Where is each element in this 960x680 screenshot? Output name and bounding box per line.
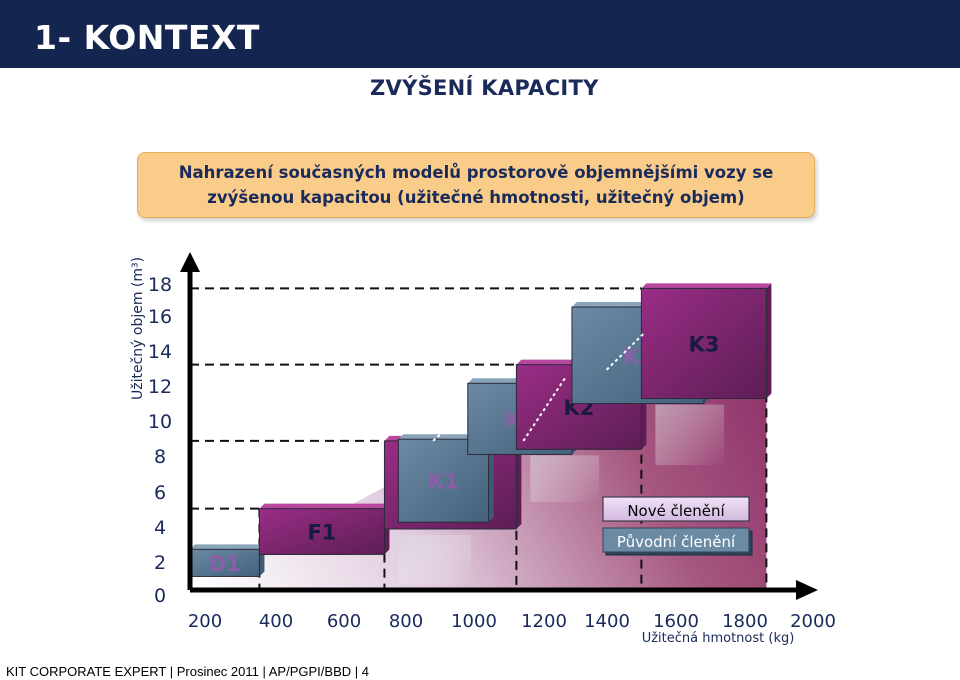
trend-arrow [605, 331, 646, 371]
y-tick-label: 2 [154, 552, 166, 574]
y-tick-label: 10 [148, 411, 172, 433]
y-tick-label: 0 [154, 585, 166, 607]
legend-item-nove: Nové členění [602, 496, 750, 522]
legend-item-puvodni: Původní členění [602, 527, 753, 556]
x-tick-label: 1800 [722, 611, 768, 632]
x-tick-label: 1200 [521, 611, 567, 632]
summary-callout: Nahrazení současných modelů prostorově o… [137, 152, 815, 218]
y-tick-label: 18 [148, 274, 172, 296]
nove-segment-f1: F1 [258, 503, 390, 555]
bar-reflection [398, 535, 472, 584]
x-tick-label: 200 [188, 611, 222, 632]
y-axis-arrow [180, 252, 200, 272]
bar-side-face [488, 434, 494, 523]
legend-label: Nové členění [627, 502, 725, 520]
callout-line-1: Nahrazení současných modelů prostorově o… [178, 163, 774, 182]
y-tick-label: 4 [154, 517, 166, 539]
y-tick-label: 8 [154, 446, 166, 468]
x-axis-arrow [796, 580, 818, 600]
x-tick-label: 400 [259, 611, 293, 632]
legend-swatch-puvodni [602, 527, 750, 553]
puvodni-segment-d1: D1 [189, 544, 265, 577]
bar-label: K3 [688, 332, 719, 356]
trend-arrow [432, 409, 469, 442]
bar-label: K1 [428, 470, 459, 494]
bar-label: D1 [209, 552, 241, 576]
x-tick-label: 1000 [451, 611, 497, 632]
callout-line-2: zvýšenou kapacitou (užitečné hmotnosti, … [207, 188, 745, 207]
capacity-chart: D1F1F1K1K1K2K2K3K3 200400600800100012001… [130, 252, 836, 646]
bar-label: F1 [307, 521, 336, 545]
bar-top-face [190, 544, 265, 550]
y-tick-label: 12 [148, 376, 172, 398]
bar-reflection [655, 404, 725, 466]
bar-front-face [640, 287, 767, 400]
nove-segment-k3: K3 [640, 283, 772, 400]
y-tick-label: 14 [148, 341, 172, 363]
y-tick-label: 16 [148, 306, 172, 328]
x-tick-label: 2000 [790, 611, 836, 632]
header-bar: 1- KONTEXT [0, 0, 960, 68]
bar-side-face [766, 283, 772, 399]
trend-arrow [522, 377, 566, 442]
x-axis-title: Užitečná hmotnost (kg) [642, 631, 795, 646]
y-tick-label: 6 [154, 482, 166, 504]
x-tick-label: 1600 [653, 611, 699, 632]
legend-swatch-nove [602, 496, 750, 522]
bar-top-face [259, 503, 390, 509]
footer-text: KIT CORPORATE EXPERT | Prosinec 2011 | A… [6, 664, 369, 679]
bar-front-face [258, 508, 385, 555]
bar-reflection [530, 455, 600, 502]
section-subtitle: ZVÝŠENÍ KAPACITY [370, 76, 599, 100]
x-tick-label: 600 [327, 611, 361, 632]
x-tick-label: 800 [389, 611, 423, 632]
bar-side-face [516, 435, 522, 529]
x-tick-label: 1400 [584, 611, 630, 632]
y-axis-title: Užitečný objem (m³) [130, 257, 146, 400]
bar-top-face [641, 283, 772, 289]
page-title: 1- KONTEXT [34, 18, 260, 57]
legend-label: Původní členění [617, 533, 736, 551]
